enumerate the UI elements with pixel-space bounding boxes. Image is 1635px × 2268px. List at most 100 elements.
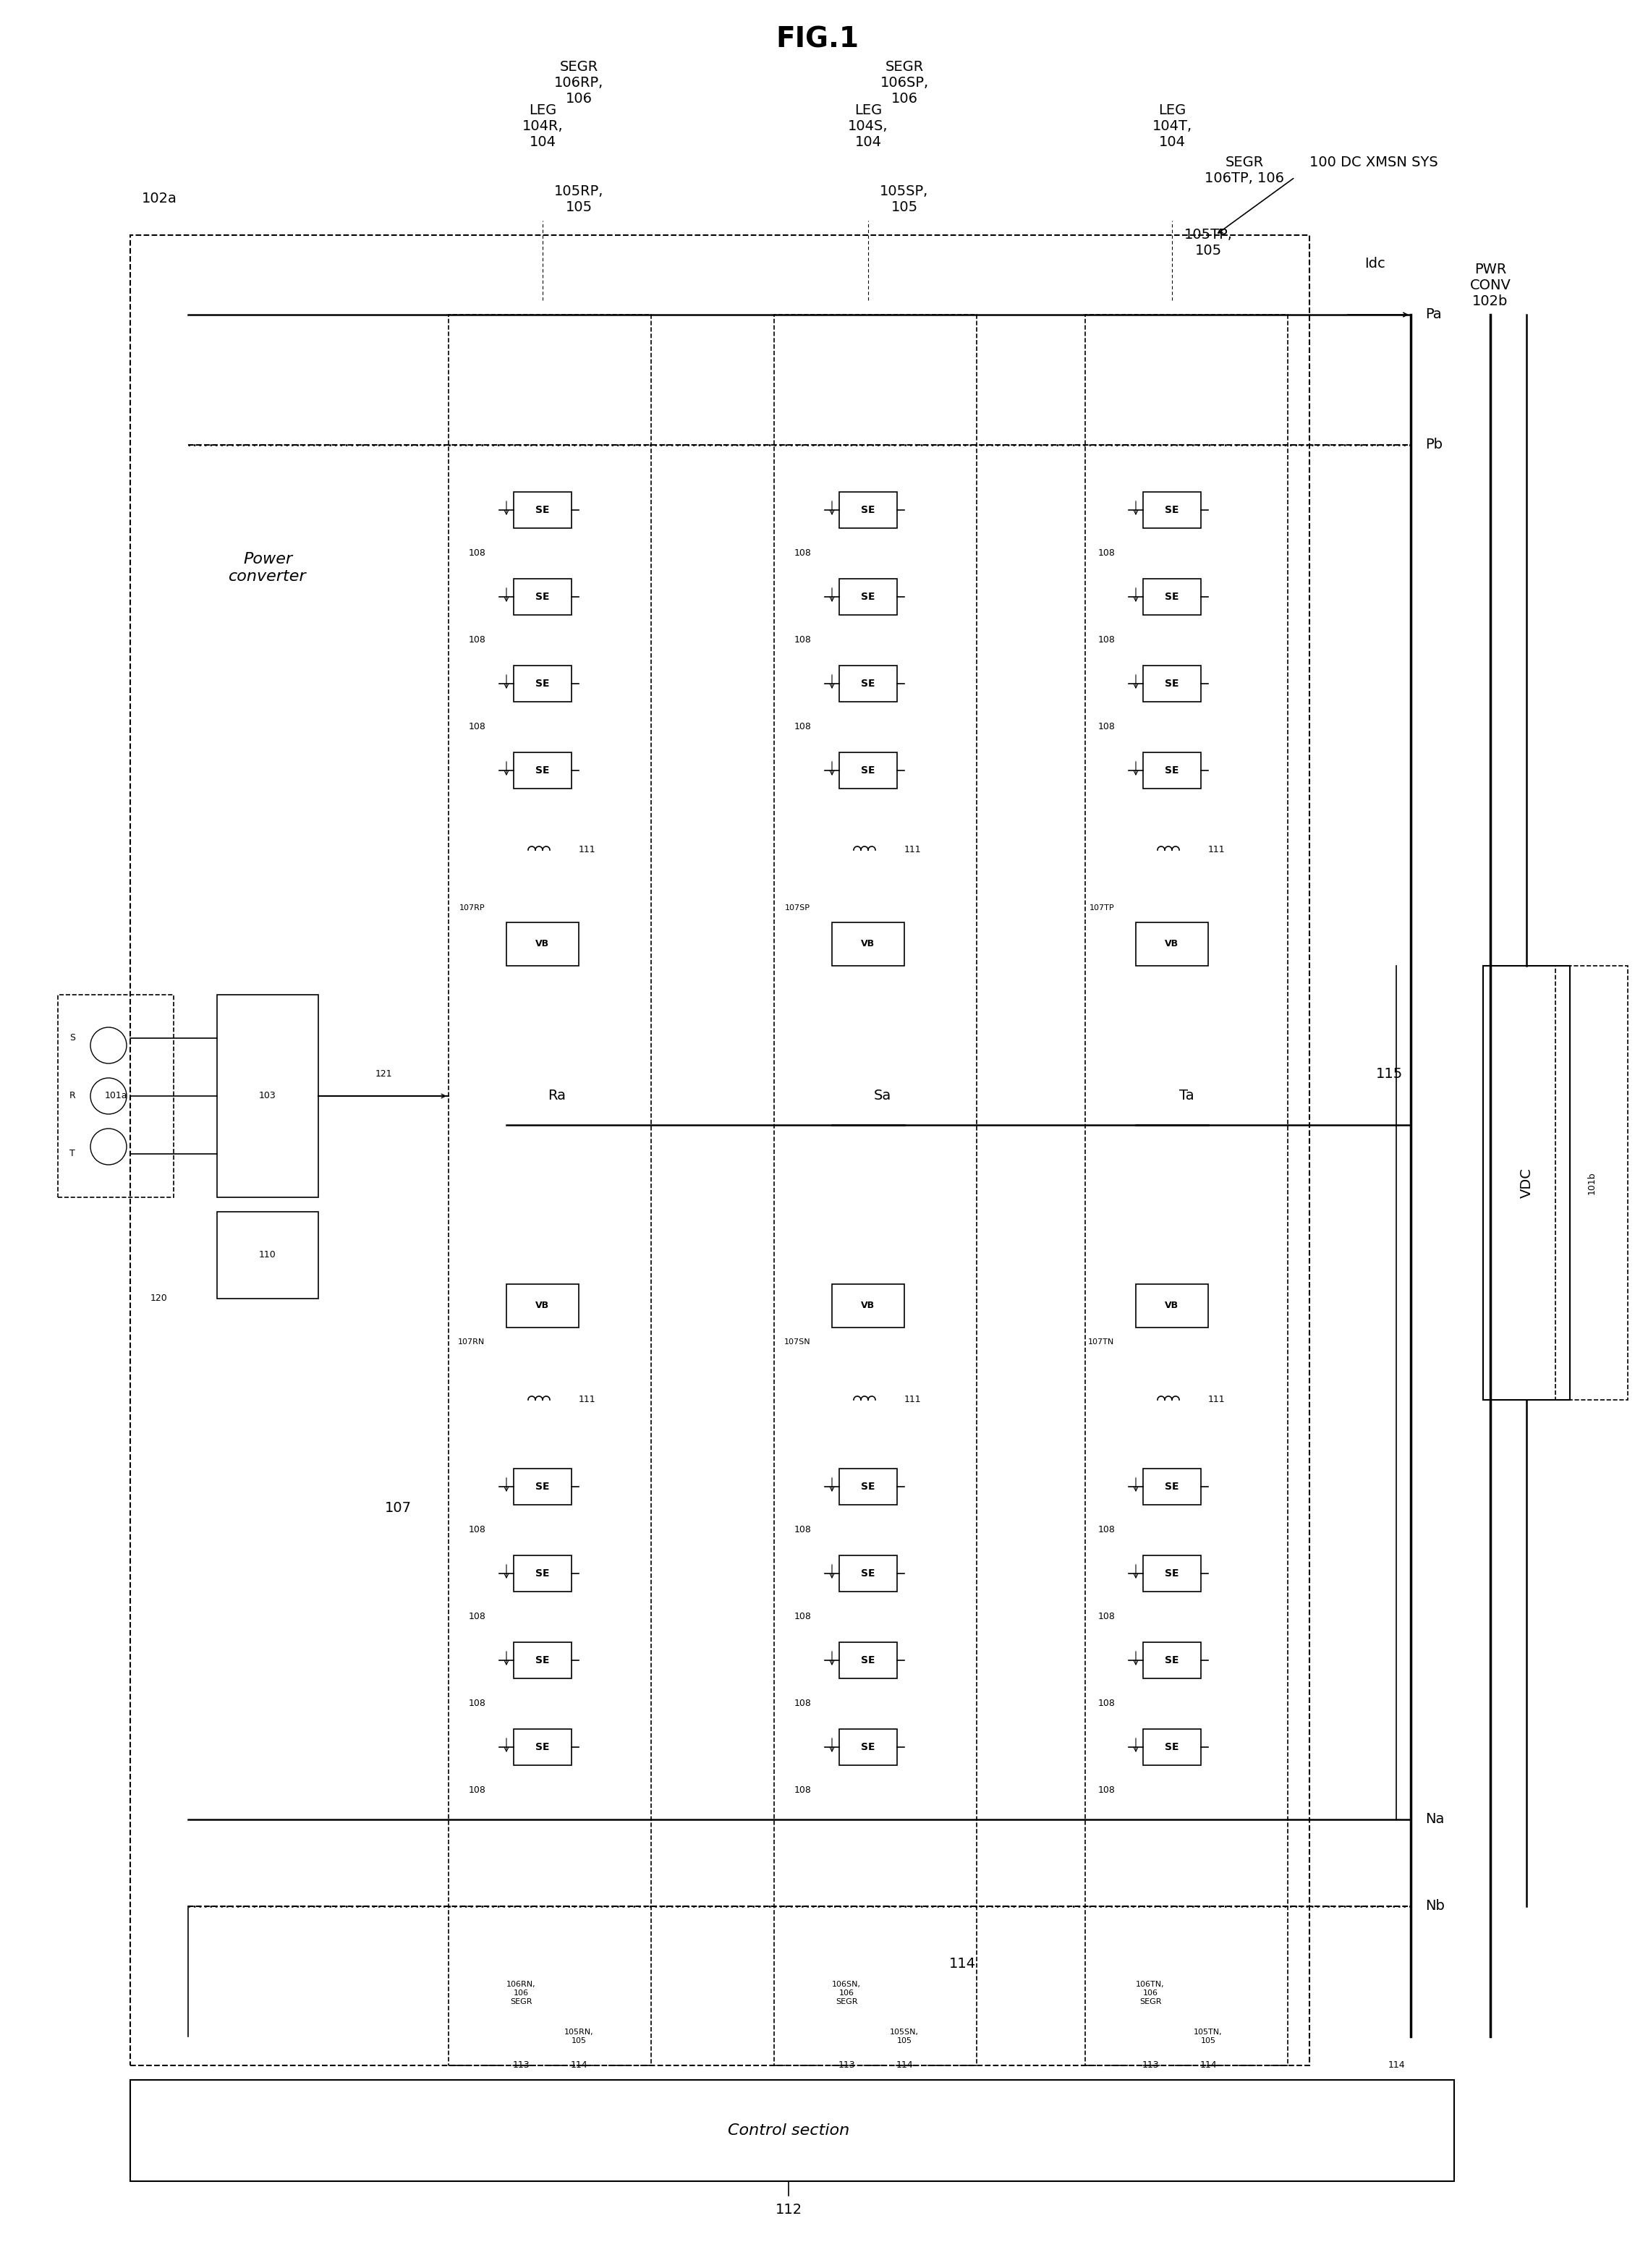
Text: SE: SE: [1164, 1742, 1179, 1753]
Text: 103: 103: [258, 1091, 276, 1100]
Text: 114: 114: [1388, 2062, 1404, 2071]
Text: SE: SE: [862, 1569, 875, 1579]
Text: 108: 108: [469, 1613, 486, 1622]
Text: 110: 110: [258, 1250, 276, 1261]
Text: 107RP: 107RP: [459, 905, 484, 912]
Text: 107TN: 107TN: [1087, 1338, 1113, 1345]
Bar: [513, 578, 572, 615]
Text: 102a: 102a: [142, 193, 177, 206]
Text: SE: SE: [536, 1742, 549, 1753]
Text: 106TN,
106
SEGR: 106TN, 106 SEGR: [1136, 1980, 1164, 2005]
Text: Pa: Pa: [1426, 308, 1442, 322]
Text: 106SN,
106
SEGR: 106SN, 106 SEGR: [832, 1980, 862, 2005]
Text: Pb: Pb: [1426, 438, 1442, 451]
Text: SE: SE: [1164, 592, 1179, 601]
Bar: [513, 753, 572, 789]
Bar: [839, 1642, 898, 1678]
Bar: [513, 1642, 572, 1678]
Text: SE: SE: [1164, 678, 1179, 689]
Text: Ra: Ra: [548, 1089, 566, 1102]
Bar: [1143, 1556, 1202, 1592]
Text: 107RN: 107RN: [458, 1338, 484, 1345]
Text: 107TP: 107TP: [1089, 905, 1113, 912]
Bar: [1143, 578, 1202, 615]
Bar: [773, 315, 976, 2066]
Text: VB: VB: [862, 939, 875, 948]
Text: 111: 111: [904, 846, 922, 855]
Text: 100 DC XMSN SYS: 100 DC XMSN SYS: [1310, 156, 1439, 170]
Bar: [839, 1470, 898, 1504]
Bar: [839, 492, 898, 528]
Bar: [839, 578, 898, 615]
Text: LEG
104T,
104: LEG 104T, 104: [1153, 104, 1192, 150]
Bar: [57, 996, 173, 1198]
Text: 108: 108: [1099, 1526, 1115, 1535]
Text: T: T: [70, 1150, 75, 1159]
Text: 113: 113: [837, 2062, 855, 2071]
Bar: [839, 1556, 898, 1592]
Text: 121: 121: [374, 1070, 392, 1080]
Text: 115: 115: [1375, 1068, 1403, 1082]
Text: SE: SE: [536, 1656, 549, 1665]
Text: Control section: Control section: [728, 2123, 850, 2139]
Bar: [513, 665, 572, 701]
Text: 120: 120: [150, 1293, 168, 1304]
Bar: [217, 996, 319, 1198]
Text: 113: 113: [1141, 2062, 1159, 2071]
Text: 108: 108: [1099, 723, 1115, 733]
Bar: [131, 236, 1310, 2066]
Text: 105RN,
105: 105RN, 105: [564, 2028, 594, 2043]
Text: 113: 113: [512, 2062, 530, 2071]
Text: VB: VB: [1166, 939, 1179, 948]
Text: Power
converter: Power converter: [229, 553, 307, 583]
Bar: [832, 1284, 904, 1327]
Text: 105TP,
105: 105TP, 105: [1184, 227, 1233, 256]
Text: SE: SE: [862, 1481, 875, 1492]
Text: S: S: [69, 1034, 75, 1043]
Text: VB: VB: [536, 1302, 549, 1311]
Text: 108: 108: [1099, 1699, 1115, 1708]
Text: SE: SE: [536, 678, 549, 689]
Text: 107SP: 107SP: [785, 905, 811, 912]
Text: 108: 108: [795, 1526, 811, 1535]
Text: 114: 114: [948, 1957, 976, 1971]
Text: LEG
104R,
104: LEG 104R, 104: [522, 104, 562, 150]
Bar: [839, 753, 898, 789]
Bar: [448, 315, 651, 2066]
Text: 108: 108: [469, 635, 486, 644]
Text: SEGR
106TP, 106: SEGR 106TP, 106: [1205, 154, 1283, 184]
Bar: [832, 923, 904, 966]
Text: 108: 108: [795, 1699, 811, 1708]
Text: SE: SE: [1164, 1569, 1179, 1579]
Text: R: R: [69, 1091, 75, 1100]
Text: 111: 111: [1208, 1395, 1225, 1404]
Text: 114: 114: [896, 2062, 912, 2071]
Text: 108: 108: [1099, 635, 1115, 644]
Text: 105SP,
105: 105SP, 105: [880, 184, 929, 213]
Bar: [1555, 966, 1628, 1399]
Bar: [513, 1470, 572, 1504]
Text: 108: 108: [469, 1526, 486, 1535]
Text: VB: VB: [536, 939, 549, 948]
Text: Nb: Nb: [1426, 1898, 1445, 1914]
Bar: [1143, 1642, 1202, 1678]
Text: Na: Na: [1426, 1812, 1444, 1826]
Text: 106RN,
106
SEGR: 106RN, 106 SEGR: [507, 1980, 536, 2005]
Text: 105TN,
105: 105TN, 105: [1194, 2028, 1223, 2043]
Text: 105RP,
105: 105RP, 105: [554, 184, 603, 213]
Text: 108: 108: [1099, 1613, 1115, 1622]
Bar: [1143, 753, 1202, 789]
Text: 108: 108: [795, 549, 811, 558]
Text: SE: SE: [536, 1481, 549, 1492]
Text: 101b: 101b: [1588, 1170, 1596, 1195]
Text: VB: VB: [1166, 1302, 1179, 1311]
Text: 108: 108: [469, 549, 486, 558]
Text: SE: SE: [1164, 506, 1179, 515]
Bar: [1143, 665, 1202, 701]
Text: 108: 108: [1099, 1785, 1115, 1796]
Text: SEGR
106SP,
106: SEGR 106SP, 106: [880, 61, 929, 107]
Bar: [513, 1556, 572, 1592]
Text: PWR
CONV
102b: PWR CONV 102b: [1470, 263, 1511, 308]
Text: Ta: Ta: [1179, 1089, 1194, 1102]
Text: 108: 108: [795, 723, 811, 733]
